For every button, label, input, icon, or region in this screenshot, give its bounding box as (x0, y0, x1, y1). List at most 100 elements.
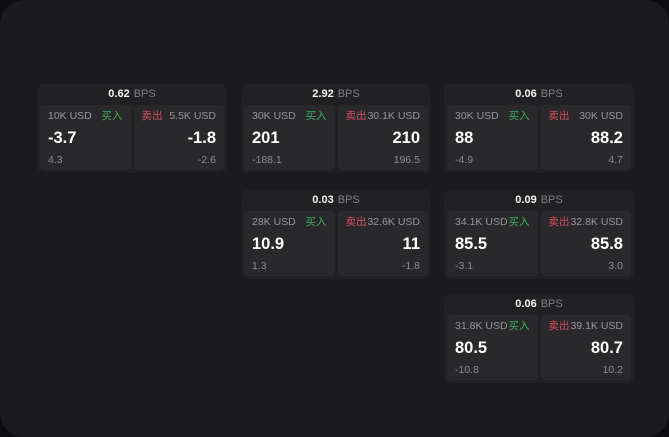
buy-amount-label: 30K USD (252, 110, 296, 122)
quote-card-body: 30K USD 买入 201 -188.1 卖出 30.1K USD 210 1… (241, 105, 431, 173)
buy-price-value: 88 (455, 129, 474, 148)
buy-delta-value: -4.9 (455, 153, 474, 166)
sell-amount-label: 30K USD (579, 110, 623, 122)
sell-price-value: 88.2 (590, 129, 623, 148)
sell-delta-value: 3.0 (608, 259, 623, 272)
sell-price-value: 85.8 (590, 235, 623, 254)
quote-card: 0.09 BPS 34.1K USD 买入 85.5 -3.1 卖出 32.8K… (444, 190, 634, 279)
buy-pane[interactable]: 30K USD 买入 88 -4.9 (447, 105, 538, 170)
bps-value: 0.06 (515, 88, 537, 100)
sell-price-value: -1.8 (187, 129, 216, 148)
buy-side-label: 买入 (508, 216, 530, 228)
sell-pane-top: 卖出 5.5K USD (142, 111, 217, 122)
quote-card: 0.03 BPS 28K USD 买入 10.9 1.3 卖出 32.6K US… (241, 190, 431, 279)
bps-unit-label: BPS (133, 88, 156, 100)
sell-side-label: 卖出 (548, 110, 570, 122)
sell-pane-top: 卖出 30K USD (549, 111, 624, 122)
sell-pane-top: 卖出 32.8K USD (549, 217, 624, 228)
sell-amount-label: 32.6K USD (367, 216, 420, 228)
bps-header: 0.06 BPS (444, 84, 634, 105)
buy-pane[interactable]: 30K USD 买入 201 -188.1 (244, 105, 335, 170)
sell-amount-label: 5.5K USD (169, 110, 216, 122)
bps-unit-label: BPS (540, 298, 563, 310)
buy-pane[interactable]: 28K USD 买入 10.9 1.3 (244, 211, 335, 276)
sell-delta-value: -1.8 (401, 259, 420, 272)
bps-unit-label: BPS (337, 88, 360, 100)
buy-price-value: -3.7 (48, 129, 77, 148)
sell-pane-top: 卖出 32.6K USD (346, 217, 421, 228)
bps-value: 0.09 (515, 194, 537, 206)
buy-delta-value: 1.3 (252, 259, 267, 272)
buy-pane[interactable]: 31.8K USD 买入 80.5 -10.8 (447, 315, 538, 380)
quote-card-body: 31.8K USD 买入 80.5 -10.8 卖出 39.1K USD 80.… (444, 315, 634, 383)
sell-pane-top: 卖出 30.1K USD (346, 111, 421, 122)
sell-pane[interactable]: 卖出 30.1K USD 210 196.5 (337, 105, 428, 170)
buy-pane[interactable]: 34.1K USD 买入 85.5 -3.1 (447, 211, 538, 276)
buy-delta-value: 4.3 (48, 153, 63, 166)
buy-price-value: 10.9 (252, 235, 285, 254)
quote-card: 0.62 BPS 10K USD 买入 -3.7 4.3 卖出 5.5K USD… (37, 84, 227, 173)
bps-unit-label: BPS (540, 88, 563, 100)
buy-side-label: 买入 (101, 110, 123, 122)
bps-header: 0.09 BPS (444, 190, 634, 211)
sell-delta-value: 4.7 (608, 153, 623, 166)
quote-card: 2.92 BPS 30K USD 买入 201 -188.1 卖出 30.1K … (241, 84, 431, 173)
bps-header: 0.62 BPS (37, 84, 227, 105)
quote-card-body: 10K USD 买入 -3.7 4.3 卖出 5.5K USD -1.8 -2.… (37, 105, 227, 173)
bps-header: 0.03 BPS (241, 190, 431, 211)
buy-pane-top: 30K USD 买入 (455, 111, 530, 122)
quote-card: 0.06 BPS 31.8K USD 买入 80.5 -10.8 卖出 39.1… (444, 294, 634, 383)
bps-value: 0.03 (312, 194, 334, 206)
buy-price-value: 201 (252, 129, 280, 148)
buy-pane-top: 28K USD 买入 (252, 217, 327, 228)
buy-delta-value: -10.8 (455, 363, 479, 376)
sell-price-value: 11 (402, 235, 420, 254)
quote-card-body: 28K USD 买入 10.9 1.3 卖出 32.6K USD 11 -1.8 (241, 211, 431, 279)
sell-amount-label: 30.1K USD (367, 110, 420, 122)
buy-side-label: 买入 (508, 320, 530, 332)
sell-delta-value: 196.5 (393, 153, 420, 166)
bps-value: 2.92 (312, 88, 334, 100)
buy-pane-top: 34.1K USD 买入 (455, 217, 530, 228)
buy-pane-top: 30K USD 买入 (252, 111, 327, 122)
bps-header: 2.92 BPS (241, 84, 431, 105)
sell-side-label: 卖出 (141, 110, 163, 122)
sell-amount-label: 32.8K USD (570, 216, 623, 228)
sell-pane[interactable]: 卖出 30K USD 88.2 4.7 (540, 105, 631, 170)
bps-unit-label: BPS (540, 194, 563, 206)
buy-side-label: 买入 (305, 216, 327, 228)
buy-side-label: 买入 (508, 110, 530, 122)
sell-delta-value: 10.2 (602, 363, 623, 376)
quote-card: 0.06 BPS 30K USD 买入 88 -4.9 卖出 30K USD 8… (444, 84, 634, 173)
sell-price-value: 210 (392, 129, 420, 148)
quote-card-body: 34.1K USD 买入 85.5 -3.1 卖出 32.8K USD 85.8… (444, 211, 634, 279)
buy-amount-label: 31.8K USD (455, 320, 508, 332)
sell-amount-label: 39.1K USD (570, 320, 623, 332)
sell-side-label: 卖出 (345, 110, 367, 122)
sell-pane[interactable]: 卖出 5.5K USD -1.8 -2.6 (133, 105, 224, 170)
bps-unit-label: BPS (337, 194, 360, 206)
sell-pane[interactable]: 卖出 39.1K USD 80.7 10.2 (540, 315, 631, 380)
quote-card-body: 30K USD 买入 88 -4.9 卖出 30K USD 88.2 4.7 (444, 105, 634, 173)
buy-amount-label: 10K USD (48, 110, 92, 122)
buy-side-label: 买入 (305, 110, 327, 122)
buy-delta-value: -188.1 (252, 153, 282, 166)
buy-pane[interactable]: 10K USD 买入 -3.7 4.3 (40, 105, 131, 170)
buy-amount-label: 34.1K USD (455, 216, 508, 228)
bps-value: 0.62 (108, 88, 130, 100)
buy-pane-top: 31.8K USD 买入 (455, 321, 530, 332)
bps-value: 0.06 (515, 298, 537, 310)
sell-delta-value: -2.6 (197, 153, 216, 166)
buy-price-value: 85.5 (455, 235, 488, 254)
buy-amount-label: 30K USD (455, 110, 499, 122)
buy-delta-value: -3.1 (455, 259, 474, 272)
sell-price-value: 80.7 (590, 339, 623, 358)
buy-amount-label: 28K USD (252, 216, 296, 228)
buy-pane-top: 10K USD 买入 (48, 111, 123, 122)
sell-side-label: 卖出 (548, 216, 570, 228)
sell-pane[interactable]: 卖出 32.6K USD 11 -1.8 (337, 211, 428, 276)
bps-header: 0.06 BPS (444, 294, 634, 315)
sell-side-label: 卖出 (345, 216, 367, 228)
sell-pane[interactable]: 卖出 32.8K USD 85.8 3.0 (540, 211, 631, 276)
